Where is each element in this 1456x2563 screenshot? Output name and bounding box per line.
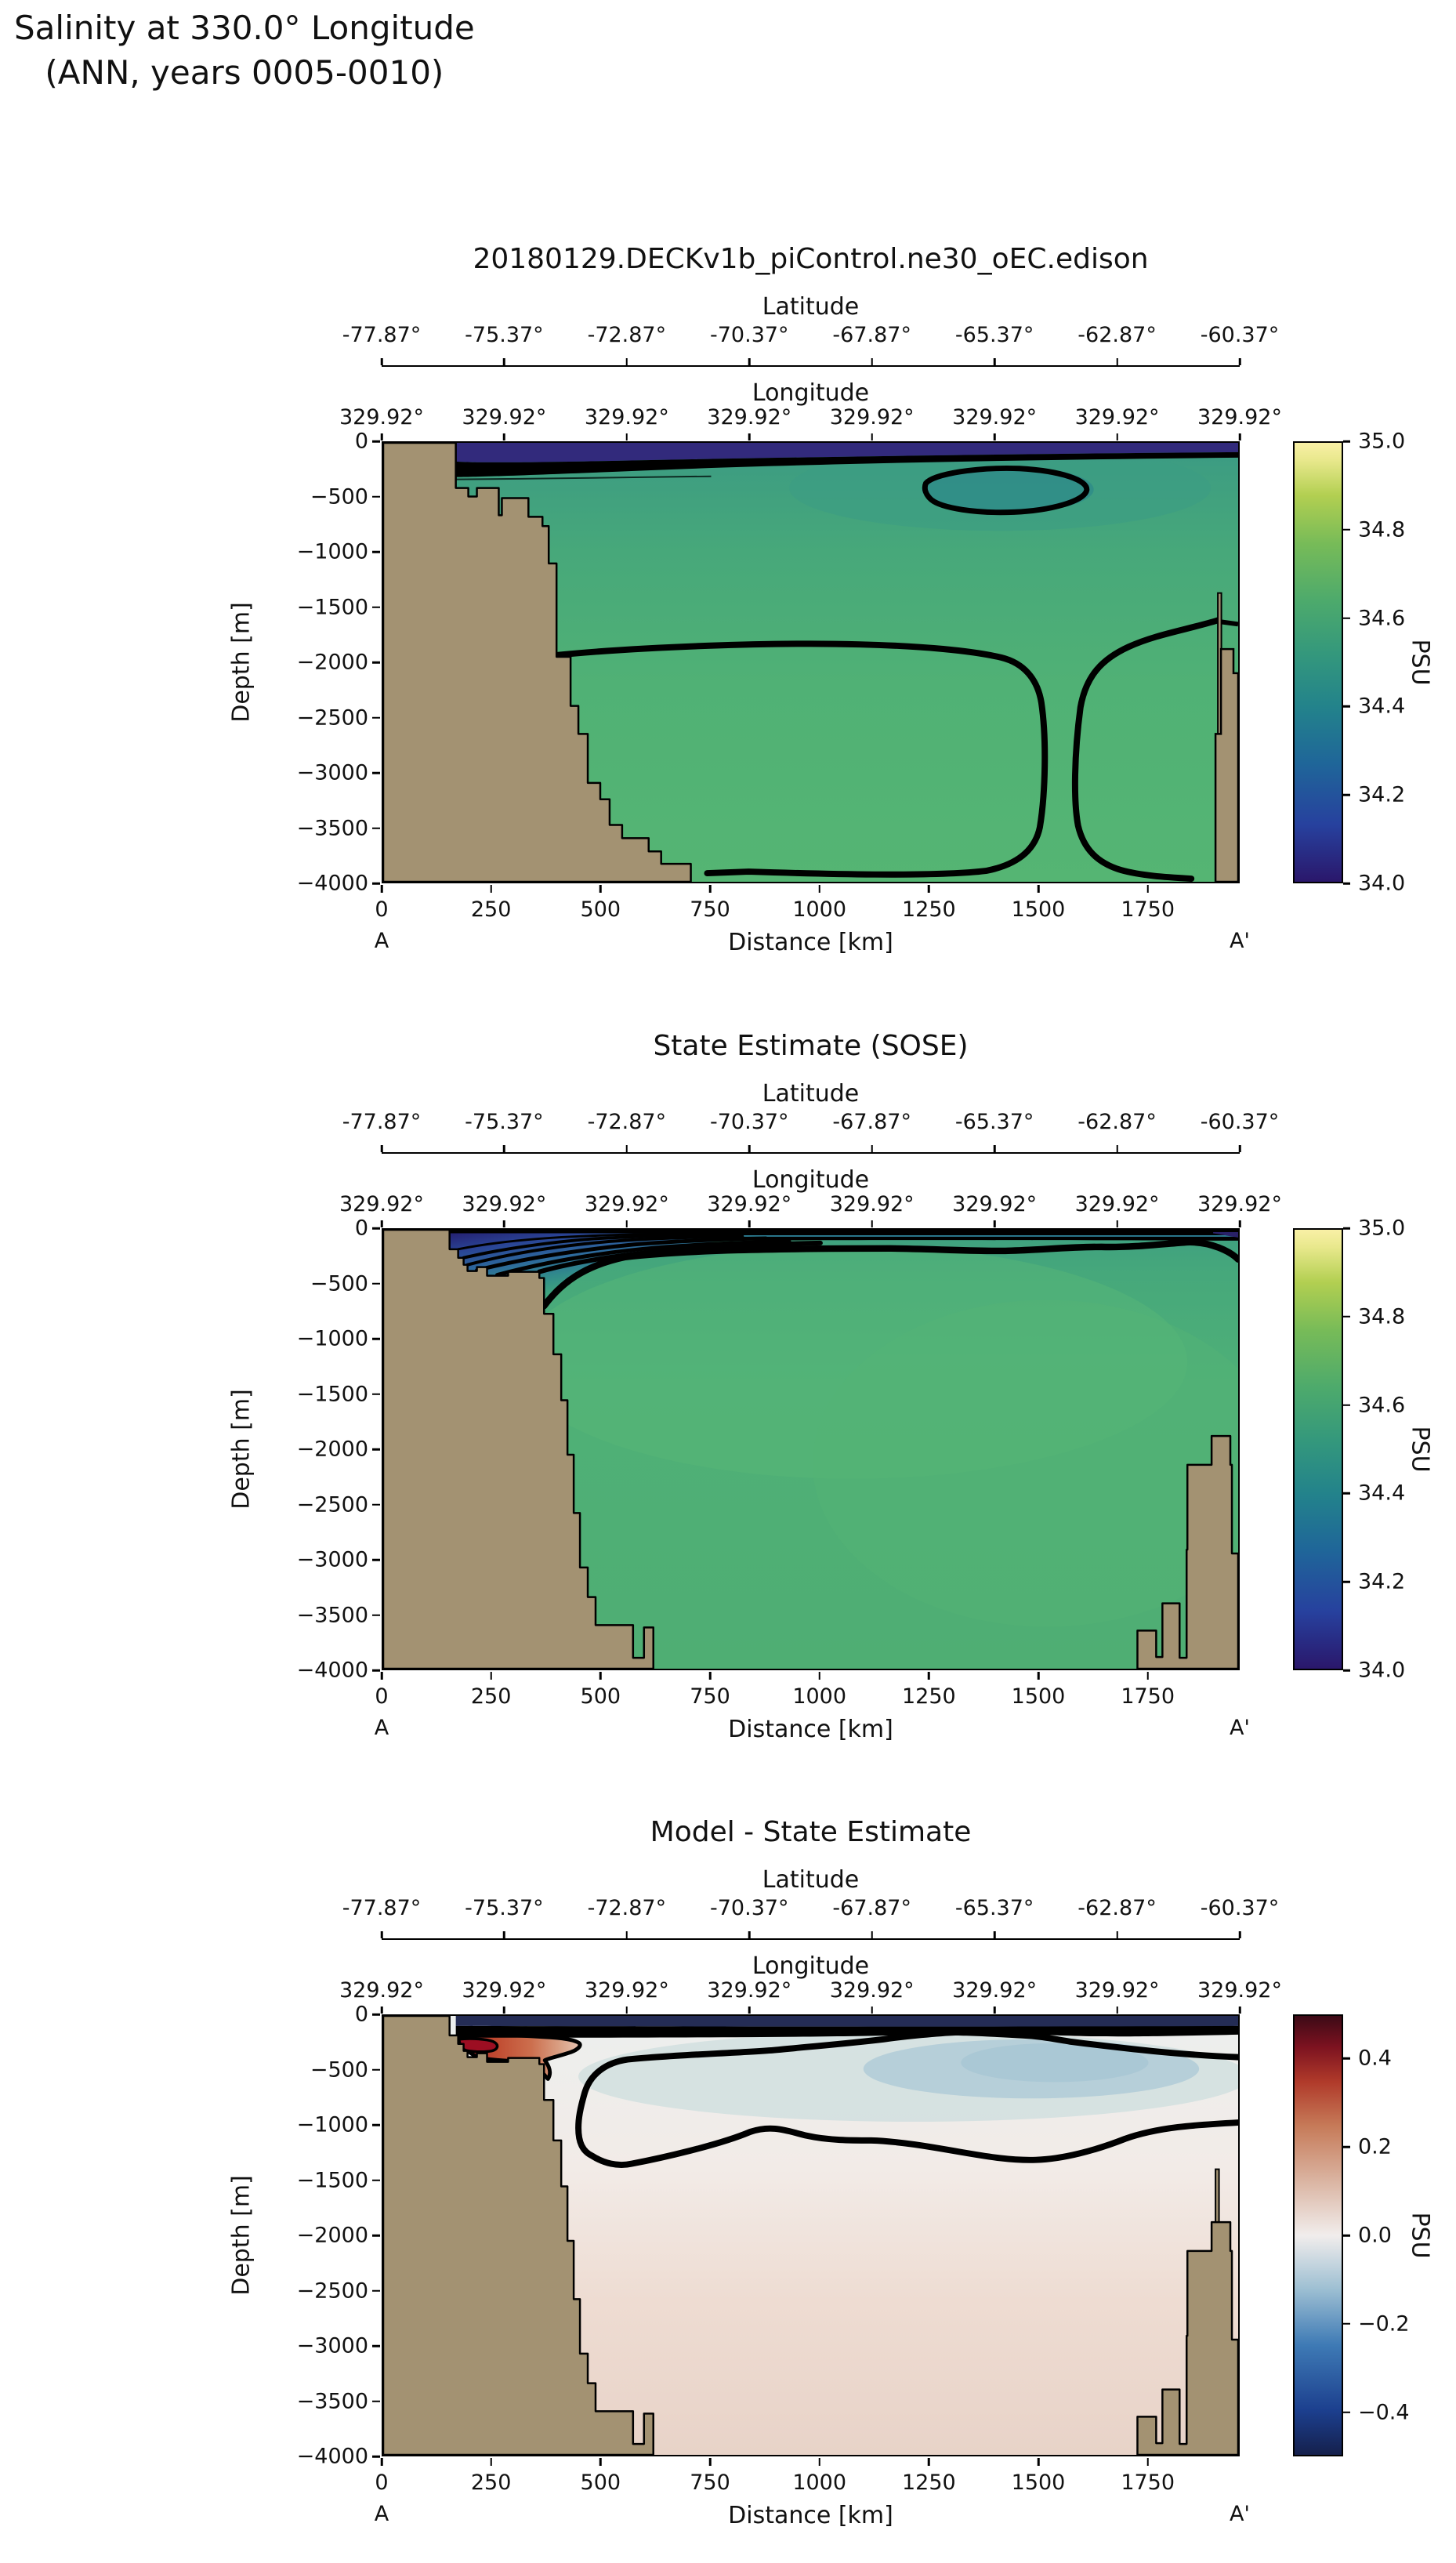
diff-negative-core-2 [961,2043,1149,2083]
panel-diff-title: Model - State Estimate [650,1816,972,1848]
panel-model-longitude-axis-label: Longitude [752,379,870,407]
panel-diff-longitude-axis-label: Longitude [752,1952,870,1980]
panel-model-depth-axis-label: Depth [m] [227,602,255,723]
panel-sose-depth-axis-label: Depth [m] [227,1389,255,1510]
panel-sose-depth-tickmarks [372,1227,380,1672]
panel-sose-distance-axis-label: Distance [km] [728,1716,893,1743]
panel-sose-longitude-axis-label: Longitude [752,1166,870,1194]
diff-land-left [383,2016,654,2455]
panel-sose-colorbar-ticks: 35.0 34.8 34.6 34.4 34.2 34.0 [1358,1216,1406,1683]
sose-field-highlight [516,1245,1188,1479]
diff-zero-contour-loop [575,2028,1238,2169]
panel-diff-distance-tickmarks [380,2458,1240,2466]
panel-sose-latitude-ticks: -77.87° -75.37° -72.87° -70.37° -67.87° -65.3… [342,1110,1280,1134]
panel-model-longitude-ticks: 329.92° 329.92° 329.92° 329.92° 329.92° 329.9… [339,405,1282,430]
diff-surface-contour-band [455,2025,1238,2038]
panel-diff-depth-axis-label: Depth [m] [227,2175,255,2296]
panel-sose-plot-area [382,1228,1240,1670]
model-salinity-min-core [922,466,1094,513]
panel-model-latitude-ticks: -77.87° -75.37° -72.87° -70.37° -67.87° -65.3… [342,323,1280,347]
panel-diff-endpoint-a: A [374,2502,389,2526]
panel-sose-distance-tickmarks [380,1672,1240,1680]
diff-fresh-surface-band [455,2016,1238,2028]
panel-diff-distance-axis-label: Distance [km] [728,2502,893,2529]
sose-right-corner-fresh [1213,1231,1238,1238]
panel-diff-depth-ticks: 0 −500 −1000 −1500 −2000 −2500 −3000 −3500 −4000 [296,2002,368,2469]
panel-model-endpoint-a-prime: A' [1230,929,1250,953]
figure-title: Salinity at 330.0° Longitude (ANN, years… [14,6,475,95]
panel-diff-latitude-tickmarks [380,1931,1241,1938]
sose-land-left [383,1230,654,1669]
panel-model-distance-tickmarks [380,885,1240,893]
model-section-svg [383,443,1238,882]
panel-model-title: 20180129.DECKv1b_piControl.ne30_oEC.edis… [473,243,1149,275]
panel-model-latitude-spine [382,365,1240,367]
panel-sose-endpoint-a-prime: A' [1230,1716,1250,1740]
model-land-right [1214,647,1238,882]
panel-model-plot-area [382,441,1240,883]
panel-diff-colorbar [1293,2014,1343,2456]
panel-model-endpoint-a: A [374,929,389,953]
model-land-left [383,443,692,882]
sose-surface-line [449,1230,1238,1234]
panel-sose-distance-ticks: 0 250 500 750 1000 1250 1500 1750 [375,1684,1175,1709]
figure-title-line2: (ANN, years 0005-0010) [45,53,444,92]
panel-sose-title: State Estimate (SOSE) [653,1030,969,1062]
panel-sose-longitude-ticks: 329.92° 329.92° 329.92° 329.92° 329.92° 329.9… [339,1192,1282,1216]
sose-fan-contour-5 [465,1234,744,1267]
panel-diff-latitude-axis-label: Latitude [762,1866,860,1894]
sose-land-right [1136,1434,1238,1669]
panel-model-depth-tickmarks [372,440,380,885]
panel-model-distance-axis-label: Distance [km] [728,929,893,956]
panel-model-latitude-axis-label: Latitude [762,293,860,321]
panel-sose-colorbar-label: PSU [1406,1426,1434,1473]
model-right-deep-contour [1071,617,1222,882]
model-right-contour-link [1220,619,1238,627]
panel-model-longitude-tickmarks [380,433,1241,440]
model-oval-contour [922,466,1090,516]
sose-field-highlight-2 [813,1300,1238,1627]
panel-diff-colorbar-label: PSU [1406,2212,1434,2259]
panel-diff-depth-tickmarks [372,2013,380,2458]
sose-fan-contour-4 [475,1236,768,1273]
panel-sose-latitude-spine [382,1152,1240,1154]
figure-title-line1: Salinity at 330.0° Longitude [14,9,475,47]
model-surface-contour-band [455,451,1238,477]
panel-model-distance-ticks: 0 250 500 750 1000 1250 1500 1750 [375,897,1175,922]
sose-fan-contour-7 [457,1231,728,1251]
panel-sose-longitude-tickmarks [380,1220,1241,1227]
diff-positive-blob-core [457,2037,499,2054]
panel-sose-latitude-tickmarks [380,1145,1241,1152]
panel-diff-latitude-ticks: -77.87° -75.37° -72.87° -70.37° -67.87° -65.3… [342,1896,1280,1920]
diff-section-svg [383,2016,1238,2455]
sose-section-svg [383,1230,1238,1669]
model-thin-contour [455,475,712,480]
panel-diff-colorbar-ticks: 0.4 0.2 0.0 −0.2 −0.4 [1358,2046,1410,2425]
panel-model-colorbar-ticks: 35.0 34.8 34.6 34.4 34.2 34.0 [1358,429,1406,896]
sose-fan-contour-3 [494,1239,791,1278]
panel-diff-latitude-spine [382,1938,1240,1940]
panel-model-colorbar-tickmarks [1343,440,1350,885]
panel-model-colorbar-label: PSU [1406,639,1434,686]
panel-sose-endpoint-a: A [374,1716,389,1740]
sose-fan-contour-2 [537,1240,823,1274]
panel-sose-colorbar-tickmarks [1343,1227,1350,1672]
panel-diff-longitude-ticks: 329.92° 329.92° 329.92° 329.92° 329.92° 329.9… [339,1978,1282,2003]
panel-diff-longitude-tickmarks [380,2007,1241,2014]
panel-model-depth-ticks: 0 −500 −1000 −1500 −2000 −2500 −3000 −3500 −4000 [296,429,368,896]
sose-fan-contour-6 [462,1233,733,1260]
panel-sose-colorbar [1293,1228,1343,1670]
diff-land-right [1136,2220,1238,2455]
panel-diff-plot-area [382,2014,1240,2456]
panel-model-colorbar [1293,441,1343,883]
panel-sose-latitude-axis-label: Latitude [762,1080,860,1107]
panel-diff-endpoint-a-prime: A' [1230,2502,1250,2526]
model-fresh-surface-band [455,443,1238,462]
panel-model-latitude-tickmarks [380,358,1241,365]
panel-diff-colorbar-tickmarks [1343,2014,1350,2456]
panel-diff-distance-ticks: 0 250 500 750 1000 1250 1500 1750 [375,2471,1175,2495]
panel-sose-depth-ticks: 0 −500 −1000 −1500 −2000 −2500 −3000 −3500 −4000 [296,1216,368,1683]
model-deep-contour [552,640,1049,878]
